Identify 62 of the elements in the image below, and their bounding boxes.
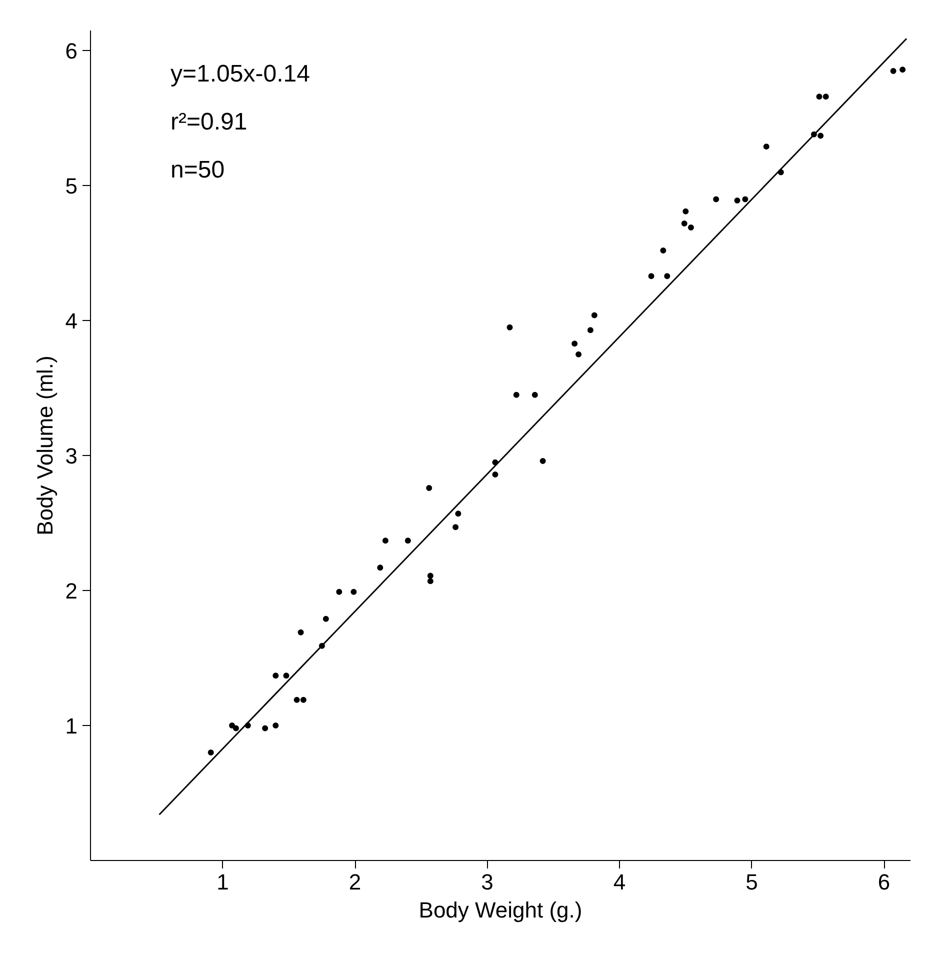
point xyxy=(229,722,236,729)
point xyxy=(427,578,434,584)
x-tick-label: 1 xyxy=(216,870,229,894)
y-axis-title: Body Volume (ml.) xyxy=(32,356,58,536)
point xyxy=(232,725,239,732)
point xyxy=(532,392,538,398)
point xyxy=(900,66,906,73)
point xyxy=(426,485,432,492)
point xyxy=(455,510,462,517)
y-tick-label: 5 xyxy=(65,174,78,199)
point xyxy=(734,198,740,204)
point xyxy=(681,220,688,226)
point xyxy=(322,616,329,622)
annotation: y=1.05x-0.14 xyxy=(170,60,310,88)
point xyxy=(298,629,304,636)
point xyxy=(404,538,411,544)
point xyxy=(272,722,279,729)
point xyxy=(272,672,279,679)
x-tick-label: 6 xyxy=(878,870,890,894)
point xyxy=(818,132,824,139)
annotation: r²=0.91 xyxy=(170,108,248,136)
point xyxy=(350,588,357,595)
point xyxy=(576,351,582,358)
x-tick-label: 4 xyxy=(613,870,626,894)
point xyxy=(262,725,268,732)
annotation: n=50 xyxy=(170,156,225,184)
point xyxy=(816,94,822,100)
point xyxy=(336,588,342,595)
point xyxy=(572,340,578,347)
y-tick-label: 6 xyxy=(65,38,78,64)
y-tick-label: 2 xyxy=(65,578,78,604)
point xyxy=(682,208,689,214)
x-axis-title: Body Weight (g.) xyxy=(418,898,582,922)
x-tick-label: 5 xyxy=(746,870,758,894)
point xyxy=(377,564,384,571)
point xyxy=(208,750,214,756)
point xyxy=(382,538,388,544)
x-tick-label: 2 xyxy=(348,870,362,894)
point xyxy=(506,324,513,330)
point xyxy=(648,273,654,280)
point xyxy=(283,672,290,679)
point xyxy=(300,696,306,703)
y-tick-label: 4 xyxy=(65,308,78,334)
point xyxy=(713,196,720,202)
point xyxy=(763,144,770,150)
y-tick-label: 3 xyxy=(65,444,78,469)
y-tick-label: 1 xyxy=(65,714,78,739)
point xyxy=(688,224,694,231)
point xyxy=(492,472,498,478)
x-tick-label: 3 xyxy=(481,870,494,894)
point xyxy=(452,524,459,530)
point xyxy=(294,696,300,703)
point xyxy=(742,196,748,202)
point xyxy=(540,458,546,464)
point xyxy=(591,312,598,318)
point xyxy=(890,68,896,74)
point xyxy=(664,273,670,280)
point xyxy=(660,247,666,254)
point xyxy=(587,327,594,334)
point xyxy=(822,94,829,100)
point xyxy=(427,572,434,579)
point xyxy=(513,392,520,398)
